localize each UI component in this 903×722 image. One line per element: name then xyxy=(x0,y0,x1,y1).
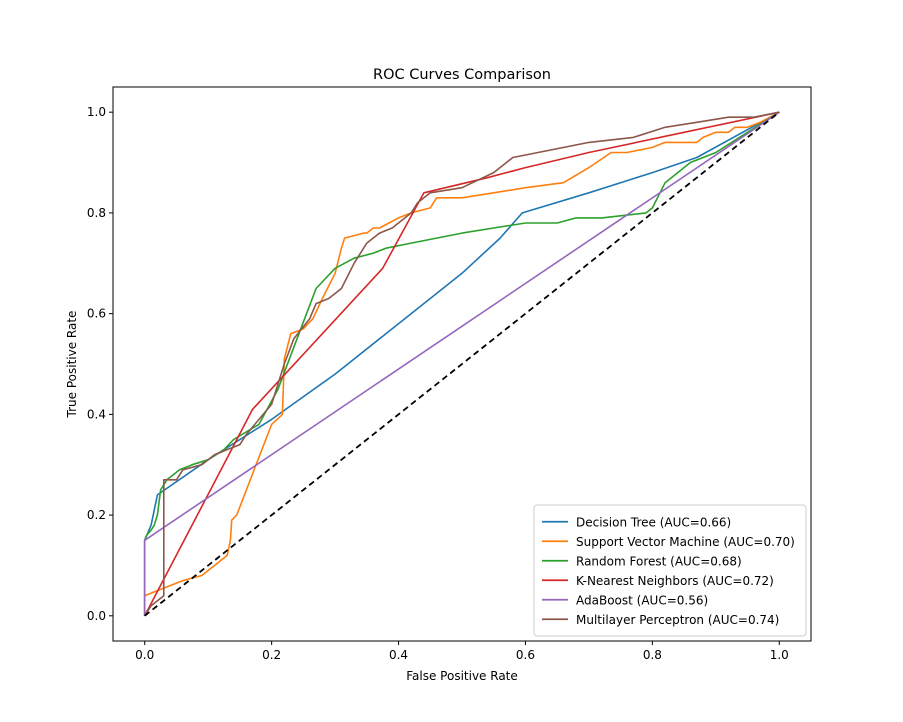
legend: Decision Tree (AUC=0.66) Support Vector M… xyxy=(533,504,807,637)
legend-label-0: Decision Tree (AUC=0.66) xyxy=(576,515,731,529)
y-tick-label: 0.4 xyxy=(87,407,106,421)
legend-label-1: Support Vector Machine (AUC=0.70) xyxy=(576,535,795,549)
series-line-1 xyxy=(143,111,780,616)
y-tick-label: 0.0 xyxy=(87,609,106,623)
plot-area xyxy=(143,111,780,617)
x-tick-label: 0.4 xyxy=(389,648,408,662)
y-tick-label: 0.6 xyxy=(87,307,106,321)
legend-label-3: K-Nearest Neighbors (AUC=0.72) xyxy=(576,574,774,588)
y-axis-ticks: 0.0 0.2 0.4 0.6 0.8 1.0 xyxy=(87,105,113,623)
legend-label-2: Random Forest (AUC=0.68) xyxy=(576,554,742,568)
legend-frame xyxy=(533,504,807,637)
legend-label-4: AdaBoost (AUC=0.56) xyxy=(576,593,708,607)
series-line-5 xyxy=(144,111,780,617)
x-tick-label: 0.0 xyxy=(135,648,154,662)
y-tick-label: 1.0 xyxy=(87,105,106,119)
x-tick-label: 0.6 xyxy=(516,648,535,662)
y-axis-label: True Positive Rate xyxy=(65,311,79,419)
x-tick-label: 0.2 xyxy=(262,648,281,662)
legend-label-5: Multilayer Perceptron (AUC=0.74) xyxy=(576,613,779,627)
x-axis-ticks: 0.0 0.2 0.4 0.6 0.8 1.0 xyxy=(135,641,789,662)
plot-frame xyxy=(112,86,812,642)
series-line-3 xyxy=(143,111,780,617)
series-line-4 xyxy=(143,111,780,616)
y-tick-label: 0.2 xyxy=(87,508,106,522)
y-tick-label: 0.8 xyxy=(87,206,106,220)
series-line-2 xyxy=(143,111,780,616)
x-tick-label: 0.8 xyxy=(643,648,662,662)
x-tick-label: 1.0 xyxy=(770,648,789,662)
chance-baseline xyxy=(144,111,780,617)
chart-title: ROC Curves Comparison xyxy=(373,67,551,83)
x-axis-label: False Positive Rate xyxy=(406,669,518,683)
series-line-0 xyxy=(143,111,780,616)
